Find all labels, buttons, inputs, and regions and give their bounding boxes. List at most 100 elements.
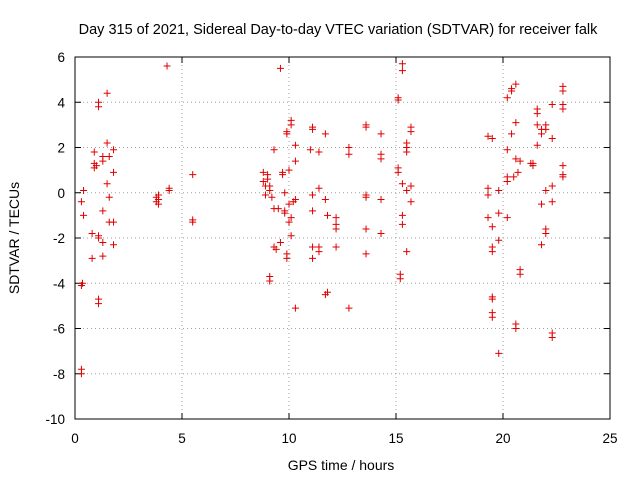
data-point (287, 214, 295, 222)
data-point (165, 186, 173, 194)
data-point (488, 313, 496, 321)
data-point (95, 234, 103, 242)
data-point (548, 198, 556, 206)
data-point (266, 186, 274, 194)
data-point (512, 325, 520, 332)
data-point (99, 207, 107, 215)
x-axis-label: GPS time / hours (288, 457, 395, 473)
y-tick-label: 0 (57, 186, 65, 201)
data-point (542, 186, 550, 194)
data-point (259, 168, 267, 176)
data-point (259, 177, 267, 185)
data-point (285, 218, 293, 226)
data-point (533, 141, 541, 149)
data-point (495, 236, 503, 244)
data-point (276, 239, 284, 247)
data-point (488, 248, 496, 256)
data-point (99, 239, 107, 247)
x-tick-label: 15 (388, 431, 403, 446)
data-point (394, 96, 402, 104)
data-point (110, 146, 118, 154)
data-point (484, 214, 492, 222)
y-tick-label: 2 (57, 141, 65, 156)
data-point (309, 191, 317, 199)
data-point (80, 186, 88, 194)
data-point (488, 134, 496, 142)
data-point (189, 171, 197, 179)
data-point (103, 180, 111, 188)
data-point (559, 87, 567, 95)
data-point (80, 211, 88, 219)
data-point (516, 270, 524, 278)
x-tick-label: 0 (71, 431, 79, 446)
data-point (285, 166, 293, 174)
data-point (287, 121, 295, 129)
data-point (484, 184, 492, 192)
data-point (398, 60, 406, 68)
data-point (514, 168, 522, 176)
data-point (503, 177, 511, 185)
data-point (495, 209, 503, 217)
data-point (488, 295, 496, 303)
data-point (332, 214, 340, 222)
data-point (321, 130, 329, 138)
data-point (512, 155, 520, 163)
data-point (315, 248, 323, 256)
data-point (321, 196, 329, 204)
y-tick-label: -6 (53, 322, 65, 337)
data-point (512, 119, 520, 127)
data-point (503, 214, 511, 222)
data-point (281, 209, 289, 217)
data-point (488, 223, 496, 231)
data-point (548, 182, 556, 190)
data-point (110, 218, 118, 226)
data-point (309, 125, 317, 133)
data-point (95, 98, 103, 106)
y-tick-label: 4 (57, 95, 65, 110)
data-point (407, 128, 415, 136)
data-point (103, 89, 111, 97)
chart-title: Day 315 of 2021, Sidereal Day-to-day VTE… (79, 22, 598, 38)
data-point (88, 254, 96, 262)
data-point (542, 125, 550, 133)
data-point (77, 370, 85, 378)
data-point (398, 180, 406, 188)
data-point (309, 254, 317, 262)
data-point (103, 139, 111, 147)
data-point (559, 173, 567, 181)
data-point (548, 134, 556, 142)
data-point (77, 282, 85, 290)
data-point (261, 191, 269, 199)
data-point (377, 130, 385, 138)
data-point (270, 146, 278, 154)
data-point (281, 189, 289, 197)
data-point (398, 220, 406, 228)
data-point (105, 193, 113, 201)
data-point (559, 105, 567, 113)
data-point (559, 162, 567, 170)
data-point (542, 229, 550, 237)
x-tick-label: 25 (602, 431, 617, 446)
data-point (484, 132, 492, 140)
data-point (403, 186, 411, 194)
data-point (396, 275, 404, 283)
data-point (99, 153, 107, 161)
data-point (548, 101, 556, 109)
x-tick-label: 10 (281, 431, 296, 446)
data-point (345, 150, 353, 158)
data-point (548, 334, 556, 342)
data-point (538, 130, 546, 138)
data-point (287, 232, 295, 240)
data-point (362, 193, 370, 201)
data-point (377, 229, 385, 237)
data-point (403, 148, 411, 156)
y-tick-label: -8 (53, 367, 65, 382)
data-point (538, 241, 546, 249)
data-point (306, 146, 314, 154)
data-point (529, 159, 537, 167)
data-point (279, 171, 287, 179)
data-point (377, 155, 385, 163)
data-point (407, 198, 415, 206)
data-point (321, 291, 329, 299)
data-point (315, 184, 323, 192)
